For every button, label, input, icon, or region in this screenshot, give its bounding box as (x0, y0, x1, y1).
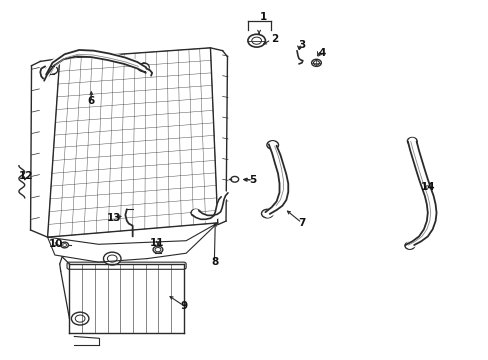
Circle shape (103, 252, 121, 265)
Text: 4: 4 (318, 48, 325, 58)
Text: 3: 3 (298, 40, 305, 50)
Circle shape (191, 209, 201, 216)
Circle shape (153, 246, 163, 253)
Text: 14: 14 (420, 182, 435, 192)
Circle shape (407, 138, 416, 145)
Circle shape (261, 209, 273, 218)
Circle shape (247, 34, 265, 47)
Circle shape (137, 63, 149, 71)
Circle shape (61, 242, 68, 248)
Text: 12: 12 (19, 171, 33, 181)
Circle shape (311, 59, 321, 66)
Text: 11: 11 (149, 238, 164, 248)
Circle shape (46, 66, 58, 74)
Text: 5: 5 (249, 175, 256, 185)
Text: 10: 10 (48, 239, 63, 249)
Circle shape (71, 312, 89, 325)
Text: 2: 2 (270, 34, 278, 44)
Circle shape (266, 141, 278, 149)
Text: 7: 7 (298, 218, 305, 228)
Circle shape (404, 242, 414, 249)
Text: 9: 9 (180, 301, 187, 311)
Circle shape (230, 176, 238, 182)
Text: 1: 1 (259, 13, 266, 22)
Text: 13: 13 (107, 212, 121, 222)
Text: 8: 8 (211, 257, 219, 267)
Text: 6: 6 (87, 96, 95, 107)
